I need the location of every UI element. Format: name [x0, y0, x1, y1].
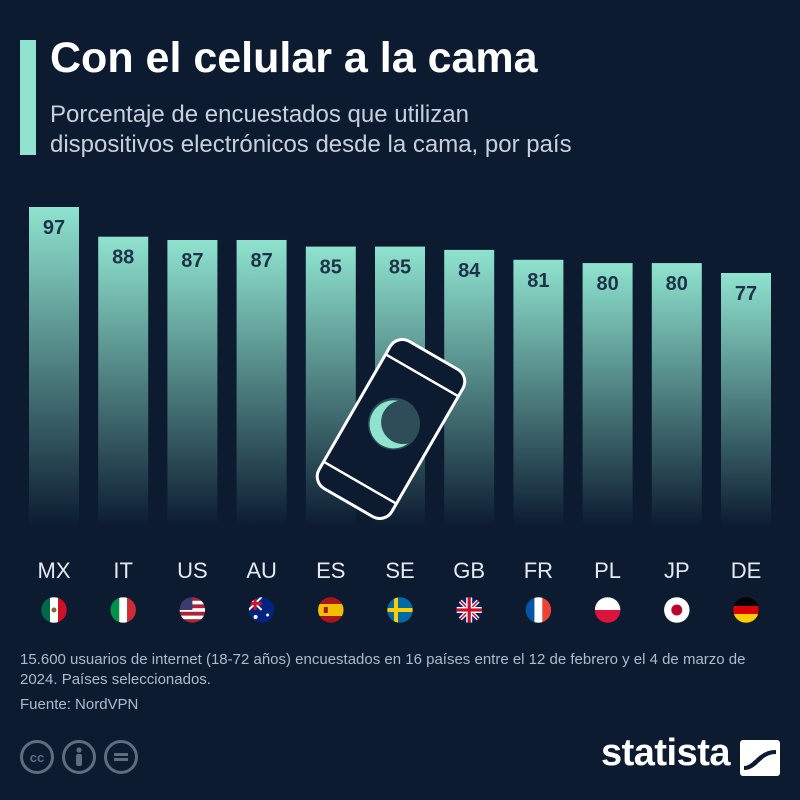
value-label-pl: 80 — [596, 273, 618, 295]
value-label-it: 88 — [112, 247, 134, 269]
bar-pl — [582, 263, 633, 527]
flag-us-icon — [179, 596, 206, 624]
bar-us — [167, 239, 218, 527]
bar-jp — [651, 263, 702, 527]
country-label-it: IT — [113, 558, 133, 583]
bar-fr — [513, 259, 564, 527]
value-label-se: 85 — [389, 257, 411, 279]
bar-de — [721, 272, 771, 527]
value-label-mx: 97 — [43, 217, 65, 239]
subtitle-line-1: Porcentaje de encuestados que utilizan — [50, 101, 469, 128]
equals-icon[interactable] — [104, 740, 138, 774]
bar-au — [236, 239, 287, 527]
moon-icon — [368, 397, 420, 450]
statista-logo-text[interactable]: statista — [600, 732, 731, 774]
flag-mx-icon — [40, 596, 68, 624]
bar-mx — [29, 207, 79, 527]
value-label-es: 85 — [320, 257, 342, 279]
cc-icon[interactable]: cc — [20, 740, 54, 774]
value-label-de: 77 — [735, 283, 757, 305]
flag-fr-icon — [525, 596, 552, 624]
value-label-fr: 81 — [527, 270, 549, 292]
flags-layer — [40, 596, 760, 624]
source-line: Fuente: NordVPN — [20, 696, 139, 713]
flag-jp-icon — [663, 596, 691, 624]
bar-it — [98, 236, 149, 527]
subtitle-line-2: dispositivos electrónicos desde la cama,… — [50, 131, 572, 158]
country-label-es: ES — [316, 558, 345, 583]
country-label-fr: FR — [524, 558, 553, 583]
smartphone-moon-icon — [315, 338, 467, 520]
value-label-jp: 80 — [666, 273, 688, 295]
country-label-gb: GB — [453, 558, 485, 583]
flag-gb-icon — [455, 596, 483, 624]
country-label-au: AU — [246, 558, 277, 583]
value-label-au: 87 — [250, 250, 272, 272]
chart-subtitle: Porcentaje de encuestados que utilizan d… — [50, 100, 750, 160]
bar-chart: 97 MX 88 IT 87 US 87 AU 85 ES 85 SE 84 GB 81 FR 80 PL 80 JP… — [29, 207, 771, 624]
license-icons: cc — [20, 740, 138, 774]
chart-title: Con el celular a la cama — [50, 34, 538, 82]
flag-pl-icon — [594, 596, 621, 624]
value-label-gb: 84 — [458, 260, 481, 282]
country-label-pl: PL — [594, 558, 621, 583]
flag-se-icon — [386, 596, 414, 624]
labels-layer: 97 MX 88 IT 87 US 87 AU 85 ES 85 SE 84 GB 81 FR 80 PL 80 JP… — [38, 217, 762, 583]
flag-it-icon — [109, 596, 137, 624]
footnote: 15.600 usuarios de internet (18-72 años)… — [20, 651, 746, 688]
country-label-de: DE — [731, 558, 762, 583]
country-label-us: US — [177, 558, 208, 583]
country-label-mx: MX — [38, 558, 71, 583]
title-accent-bar — [20, 40, 36, 155]
country-label-jp: JP — [664, 558, 690, 583]
flag-es-icon — [317, 596, 345, 624]
value-label-us: 87 — [181, 250, 203, 272]
country-label-se: SE — [385, 558, 414, 583]
person-icon[interactable] — [62, 740, 96, 774]
flag-au-icon — [248, 596, 275, 624]
statista-logo-icon[interactable] — [740, 740, 780, 776]
flag-de-icon — [732, 596, 760, 624]
